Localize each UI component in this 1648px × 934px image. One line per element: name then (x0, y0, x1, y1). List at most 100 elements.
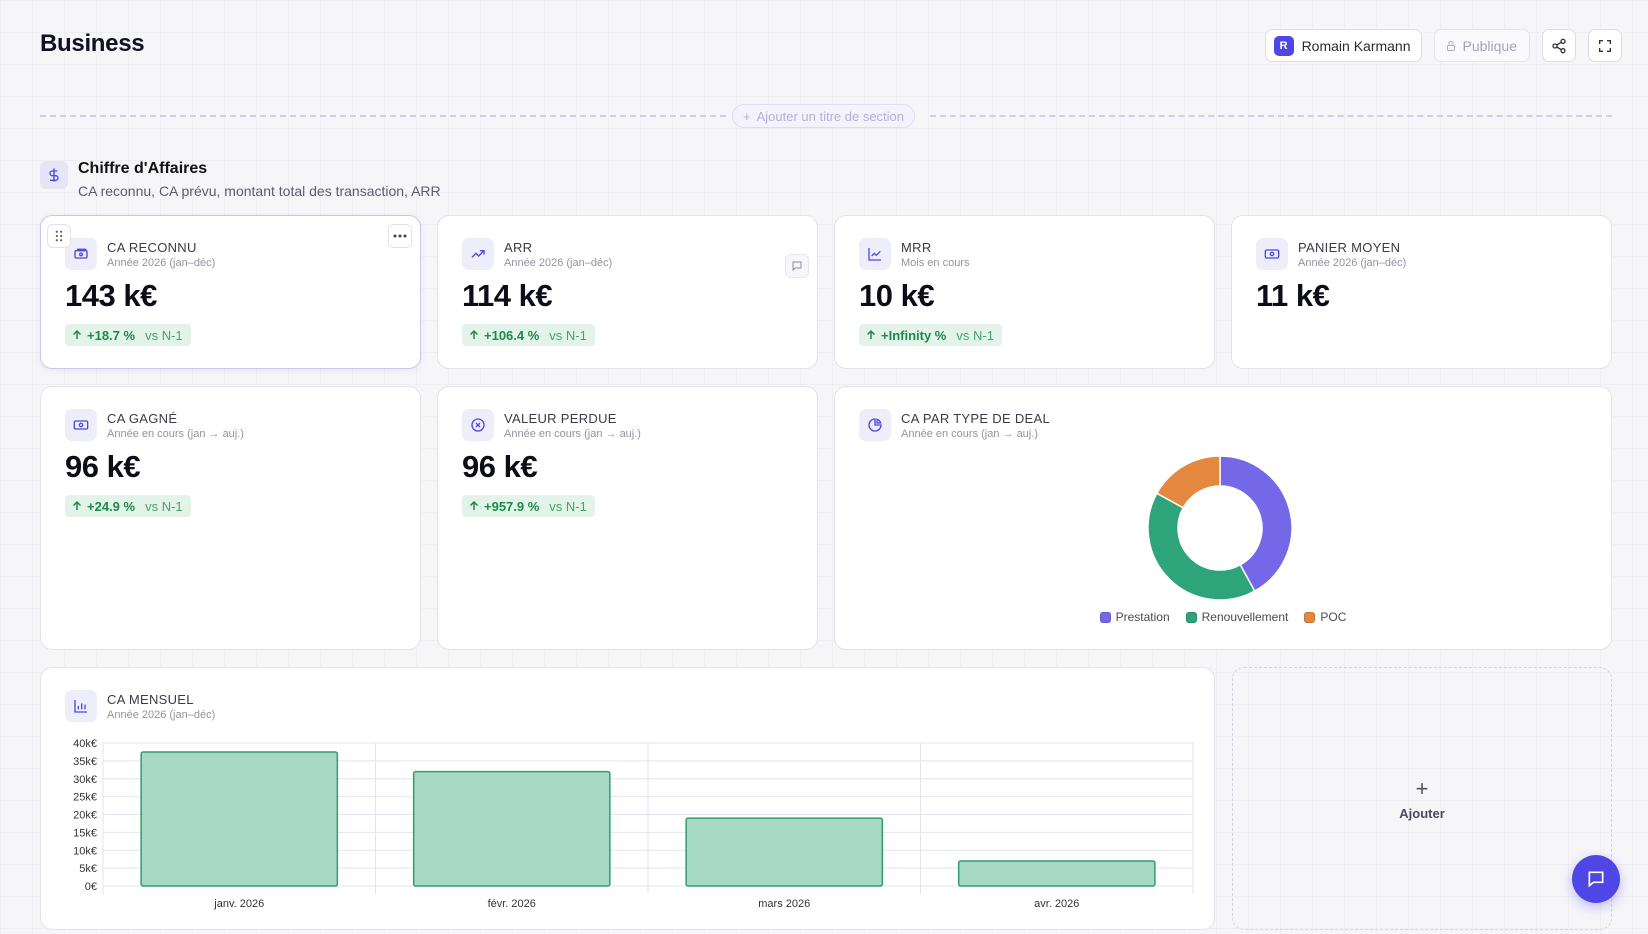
legend-swatch (1304, 611, 1316, 623)
plus-icon: + (1415, 776, 1429, 801)
bar-0[interactable] (140, 751, 339, 887)
divider-line-left (40, 115, 726, 117)
donut-slice-renouvellement[interactable] (1147, 492, 1256, 601)
kpi-card-ca-gagne[interactable]: CA GAGNÉ Année en cours (jan → auj.) 96 … (40, 386, 421, 650)
chart-card-ca-mensuel[interactable]: CA MENSUEL Année 2026 (jan–déc) 0€ 5k€ 10k… (40, 667, 1215, 930)
section-title: Chiffre d'Affaires (78, 160, 208, 177)
add-widget-label: Ajouter (1399, 806, 1445, 821)
kpi-card-mrr[interactable]: MRR Mois en cours 10 k€ +Infinity % vs N… (834, 215, 1215, 369)
kpi-card-arr[interactable]: ARR Année 2026 (jan–déc) 114 k€ +106.4 %… (437, 215, 818, 369)
y-tick-label: 10k€ (73, 845, 97, 857)
x-tick-label: avr. 2026 (1034, 898, 1079, 910)
page-title: Business (40, 30, 145, 57)
legend-label: Prestation (1115, 610, 1170, 624)
chart-period: Année en cours (jan → auj.) (901, 428, 1038, 440)
user-chip[interactable]: R Romain Karmann (1264, 29, 1422, 62)
kpi-label: MRR (901, 240, 932, 255)
donut-chart (1147, 455, 1293, 601)
delta-value: +106.4 % (484, 327, 540, 343)
legend-item[interactable]: Renouvellement (1185, 610, 1289, 624)
section-divider: + Ajouter un titre de section (40, 104, 1612, 128)
donut-slice-prestation[interactable] (1219, 455, 1293, 593)
kpi-label: CA GAGNÉ (107, 411, 178, 426)
legend-swatch (1185, 611, 1197, 623)
kpi-period: Année 2026 (jan–déc) (107, 257, 216, 269)
add-section-title-button[interactable]: + Ajouter un titre de section (732, 104, 916, 128)
more-options-button[interactable] (388, 224, 412, 248)
y-tick-label: 35k€ (73, 756, 97, 768)
lock-icon (1446, 40, 1455, 51)
legend-swatch (1099, 611, 1111, 623)
delta-compare: vs N-1 (145, 498, 183, 514)
x-tick-label: janv. 2026 (213, 898, 264, 910)
kpi-card-ca-reconnu[interactable]: CA RECONNU Année 2026 (jan–déc) 143 k€ +… (40, 215, 421, 369)
chat-icon (1588, 871, 1604, 888)
bar-1[interactable] (412, 770, 611, 887)
bar-chart-icon (65, 690, 97, 722)
kpi-label: CA RECONNU (107, 240, 197, 255)
share-button[interactable] (1542, 29, 1576, 62)
kpi-value: 10 k€ (859, 278, 935, 313)
kpi-value: 96 k€ (65, 449, 141, 484)
x-tick-label: févr. 2026 (488, 898, 536, 910)
drag-handle-icon[interactable] (47, 224, 71, 248)
delta-compare: vs N-1 (549, 327, 587, 343)
banknote-icon (65, 409, 97, 441)
y-tick-label: 30k€ (73, 774, 97, 786)
x-tick-label: mars 2026 (758, 898, 810, 910)
bar-2[interactable] (685, 817, 884, 887)
kpi-value: 11 k€ (1256, 278, 1330, 313)
legend-item[interactable]: POC (1304, 610, 1346, 624)
arrow-up-icon (469, 500, 479, 510)
chart-period: Année 2026 (jan–déc) (107, 709, 216, 721)
donut-legend: Prestation Renouvellement POC (835, 610, 1611, 624)
arrow-up-icon (72, 329, 82, 339)
kpi-period: Année en cours (jan → auj.) (107, 428, 244, 440)
delta-badge: +18.7 % vs N-1 (65, 324, 191, 346)
delta-value: +18.7 % (87, 327, 136, 343)
comment-button[interactable] (785, 254, 809, 278)
delta-badge: +Infinity % vs N-1 (859, 324, 1002, 346)
banknote-icon (1256, 238, 1288, 270)
bar-3[interactable] (957, 860, 1156, 887)
x-circle-icon (462, 409, 494, 441)
kpi-card-valeur-perdue[interactable]: VALEUR PERDUE Année en cours (jan → auj.… (437, 386, 818, 650)
maximize-icon (1599, 39, 1611, 52)
arrow-up-icon (469, 329, 479, 339)
add-widget-button[interactable]: + Ajouter (1232, 667, 1612, 930)
fullscreen-button[interactable] (1588, 29, 1622, 62)
kpi-value: 96 k€ (462, 449, 538, 484)
share-icon (1552, 38, 1566, 53)
arrow-up-icon (866, 329, 876, 339)
delta-badge: +957.9 % vs N-1 (462, 495, 595, 517)
header-actions: R Romain Karmann Publique (1264, 29, 1622, 62)
arrow-up-icon (72, 500, 82, 510)
legend-label: Renouvellement (1201, 610, 1289, 624)
y-tick-label: 5k€ (79, 863, 97, 875)
section-header: Chiffre d'Affaires CA reconnu, CA prévu,… (40, 160, 441, 199)
kpi-value: 114 k€ (462, 278, 553, 313)
public-label: Publique (1462, 37, 1518, 54)
kpi-label: PANIER MOYEN (1298, 240, 1401, 255)
delta-compare: vs N-1 (145, 327, 183, 343)
pie-chart-icon (859, 409, 891, 441)
donut-slice-poc[interactable] (1155, 455, 1221, 509)
delta-value: +Infinity % (881, 327, 947, 343)
legend-label: POC (1320, 610, 1347, 624)
legend-item[interactable]: Prestation (1099, 610, 1170, 624)
y-tick-label: 15k€ (73, 827, 97, 839)
chart-card-ca-par-type[interactable]: CA PAR TYPE DE DEAL Année en cours (jan … (834, 386, 1612, 650)
y-tick-label: 25k€ (73, 792, 97, 804)
public-toggle-button[interactable]: Publique (1433, 29, 1530, 62)
delta-compare: vs N-1 (956, 327, 994, 343)
kpi-card-panier-moyen[interactable]: PANIER MOYEN Année 2026 (jan–déc) 11 k€ (1231, 215, 1612, 369)
delta-value: +957.9 % (484, 498, 540, 514)
user-name: Romain Karmann (1301, 37, 1411, 54)
delta-value: +24.9 % (87, 498, 136, 514)
bar-chart: 0€ 5k€ 10k€ 15k€ 20k€ 25k€ 30k€ 35k€ 40k€ janv. 2… (73, 738, 1194, 910)
kpi-label: ARR (504, 240, 533, 255)
kpi-period: Année 2026 (jan–déc) (1298, 257, 1407, 269)
chat-button[interactable] (1572, 855, 1620, 903)
chart-label: CA PAR TYPE DE DEAL (901, 411, 1050, 426)
kpi-period: Mois en cours (901, 257, 970, 269)
